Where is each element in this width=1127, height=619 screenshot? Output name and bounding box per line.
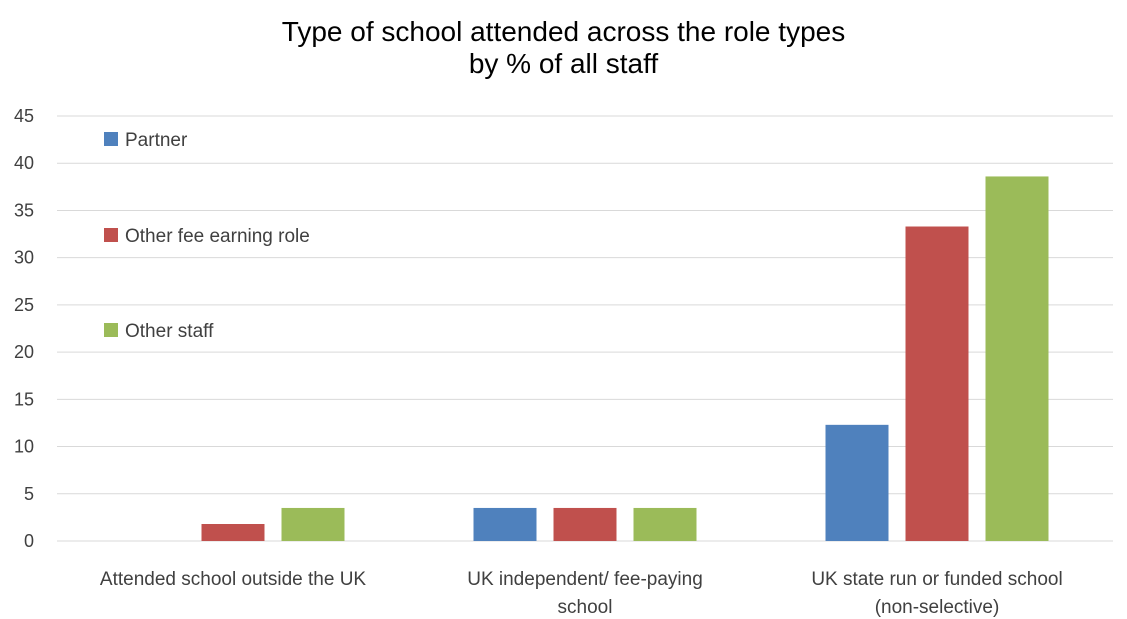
y-tick-label: 25	[14, 295, 34, 315]
legend-label: Other staff	[125, 321, 214, 342]
y-tick-label: 10	[14, 437, 34, 457]
bar-other-fee-earning-role	[201, 524, 265, 541]
y-tick-label: 35	[14, 200, 34, 220]
x-category-label: UK independent/ fee-paying school	[467, 569, 703, 618]
x-axis-category-labels: Attended school outside the UK UK indepen…	[100, 569, 1063, 618]
legend: Partner Other fee earning role Other staff	[104, 130, 310, 342]
bar-other-staff	[985, 176, 1049, 541]
bar-other-fee-earning-role	[553, 507, 617, 541]
x-category-label: Attended school outside the UK	[100, 569, 367, 590]
y-axis-tick-labels: 0 5 10 15 20 25 30 35 40 45	[14, 106, 34, 551]
legend-swatch	[104, 323, 118, 337]
bar-other-fee-earning-role	[905, 226, 969, 541]
bar-partner	[473, 507, 537, 541]
legend-label: Other fee earning role	[125, 226, 310, 247]
bars	[201, 176, 1049, 541]
x-category-label: UK state run or funded school (non-select…	[811, 569, 1062, 618]
y-tick-label: 5	[24, 484, 34, 504]
y-tick-label: 20	[14, 342, 34, 362]
legend-swatch	[104, 132, 118, 146]
legend-item: Other fee earning role	[104, 226, 310, 247]
legend-label: Partner	[125, 130, 188, 151]
legend-swatch	[104, 228, 118, 242]
chart-title: Type of school attended across the role …	[281, 16, 846, 47]
legend-item: Partner	[104, 130, 188, 151]
y-tick-label: 40	[14, 153, 34, 173]
bar-partner	[825, 424, 889, 541]
y-tick-label: 30	[14, 248, 34, 268]
chart-subtitle: by % of all staff	[468, 48, 659, 79]
bar-other-staff	[281, 507, 345, 541]
chart-title-block: Type of school attended across the role …	[0, 16, 1127, 80]
y-tick-label: 45	[14, 106, 34, 126]
y-tick-label: 15	[14, 389, 34, 409]
bar-other-staff	[633, 507, 697, 541]
legend-item: Other staff	[104, 321, 214, 342]
y-tick-label: 0	[24, 531, 34, 551]
